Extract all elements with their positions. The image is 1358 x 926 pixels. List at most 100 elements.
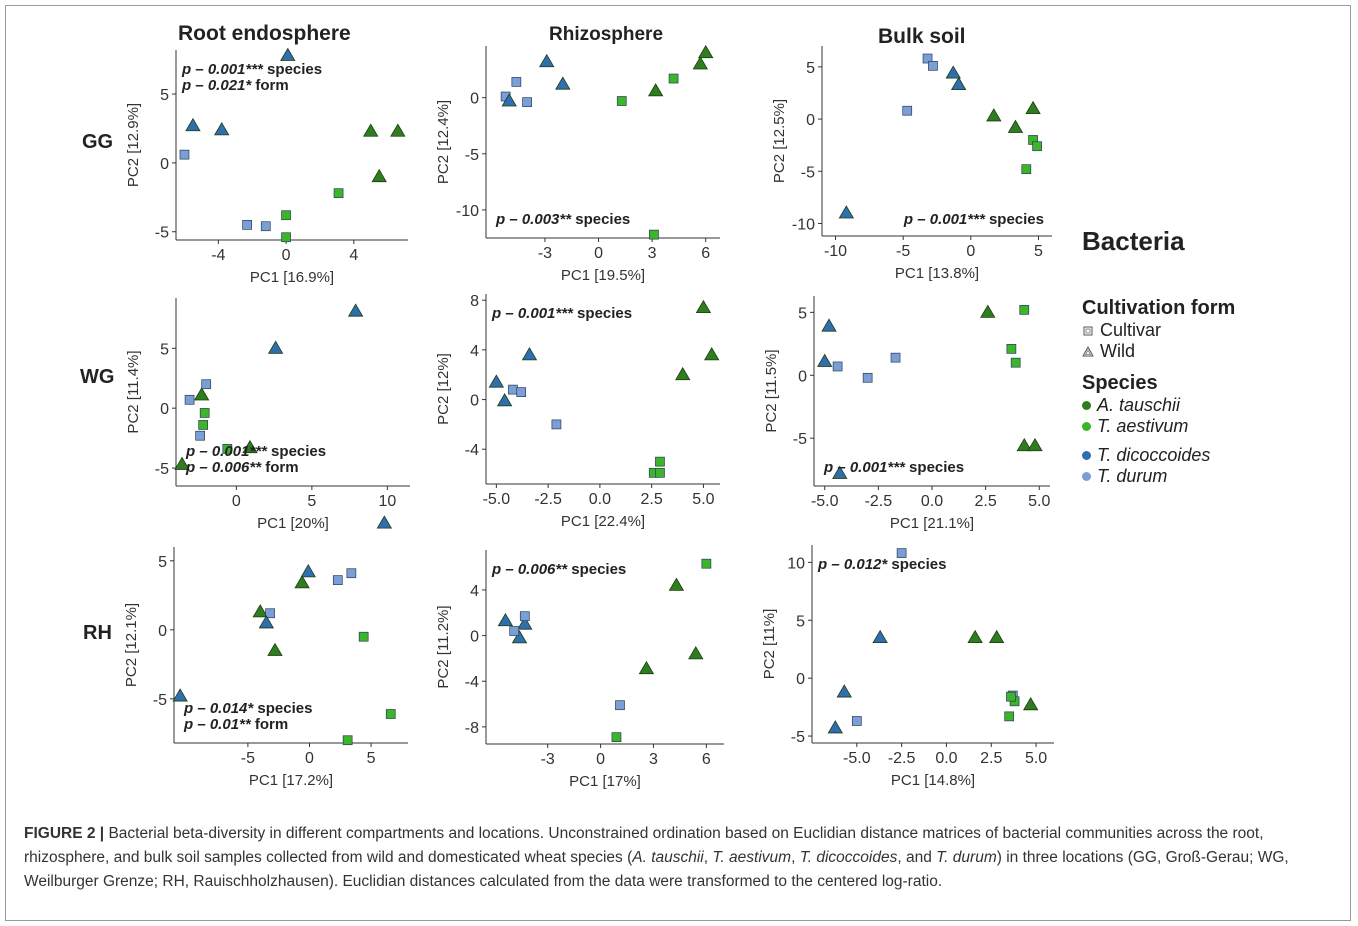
x-tick-label: 0 bbox=[594, 245, 603, 262]
significance-annotation: p – 0.006** form bbox=[185, 459, 299, 476]
y-axis-label: PC2 [12.1%] bbox=[123, 603, 140, 687]
x-tick-label: 2.5 bbox=[980, 750, 1002, 767]
data-point-square bbox=[199, 408, 210, 418]
figure-caption: FIGURE 2 | Bacterial beta-diversity in d… bbox=[24, 822, 1334, 894]
data-point-square bbox=[281, 232, 291, 243]
column-title-bulk-soil: Bulk soil bbox=[878, 25, 966, 48]
y-tick-label: 0 bbox=[160, 401, 169, 418]
data-point-triangle bbox=[695, 299, 712, 314]
data-point-triangle bbox=[555, 76, 571, 90]
data-point-triangle bbox=[539, 53, 555, 68]
data-point-triangle bbox=[376, 515, 393, 529]
y-tick-label: -5 bbox=[155, 461, 169, 478]
y-tick-label: 5 bbox=[160, 341, 169, 358]
x-axis-label: PC1 [14.8%] bbox=[891, 772, 975, 789]
y-tick-label: -5 bbox=[155, 225, 169, 242]
x-tick-label: 0 bbox=[966, 243, 975, 260]
legend-item-t-aestivum: T. aestivum bbox=[1082, 416, 1352, 437]
x-tick-label: 0 bbox=[282, 247, 291, 264]
significance-annotation: p – 0.01** form bbox=[183, 716, 288, 733]
p-value: p – 0.006** bbox=[491, 561, 568, 578]
x-tick-label: 0 bbox=[232, 493, 241, 510]
data-point-triangle bbox=[496, 393, 513, 407]
data-point-triangle bbox=[688, 646, 704, 660]
y-tick-label: -4 bbox=[465, 674, 479, 691]
x-axis-label: PC1 [16.9%] bbox=[250, 269, 334, 286]
triangle-icon bbox=[1082, 345, 1094, 356]
significance-annotation: p – 0.014* species bbox=[183, 700, 312, 717]
data-point-square bbox=[1006, 343, 1017, 354]
data-point-square bbox=[1032, 141, 1042, 152]
data-point-triangle bbox=[1027, 437, 1043, 452]
y-axis-label: PC2 [11.2%] bbox=[435, 605, 452, 688]
data-point-triangle bbox=[950, 76, 967, 91]
significance-annotation: p – 0.001*** species bbox=[181, 61, 322, 78]
legend-title: Bacteria bbox=[1082, 226, 1185, 256]
x-tick-label: 5 bbox=[367, 750, 376, 767]
y-tick-label: 0 bbox=[470, 629, 479, 646]
data-point-square bbox=[333, 188, 344, 199]
p-value-label: form bbox=[251, 77, 289, 94]
data-point-square bbox=[198, 420, 209, 430]
data-point-square bbox=[922, 53, 933, 64]
y-tick-label: -5 bbox=[801, 164, 815, 181]
data-point-triangle bbox=[988, 629, 1005, 644]
significance-annotation: p – 0.003** species bbox=[495, 211, 630, 228]
data-point-square bbox=[346, 568, 357, 579]
y-axis-label: PC2 [12.5%] bbox=[771, 99, 788, 183]
caption-species-name: T. aestivum bbox=[712, 849, 792, 866]
x-axis-label: PC1 [13.8%] bbox=[895, 265, 979, 282]
y-tick-label: 0 bbox=[796, 671, 805, 688]
y-tick-label: 5 bbox=[806, 60, 815, 77]
data-point-square bbox=[655, 456, 665, 467]
legend-wild-label: Wild bbox=[1100, 341, 1135, 361]
scatter-panel: -4 0 4 -5 0 5 PC1 [16.9%] PC2 [12.9%] p – 0.001*… bbox=[125, 47, 408, 286]
data-point-square bbox=[862, 372, 873, 383]
y-tick-label: 5 bbox=[158, 554, 167, 571]
x-tick-label: -5 bbox=[241, 750, 255, 767]
data-point-square bbox=[1010, 357, 1021, 368]
figure-label: FIGURE 2 | bbox=[24, 825, 105, 842]
x-tick-label: 2.5 bbox=[975, 493, 997, 510]
data-point-square bbox=[522, 97, 532, 107]
data-point-square bbox=[508, 384, 518, 395]
y-axis-label: PC2 [12%] bbox=[435, 353, 452, 425]
data-point-triangle bbox=[817, 353, 833, 367]
legend-item-cultivar: Cultivar bbox=[1082, 320, 1352, 341]
scatter-panel: -5.0 -2.5 0.0 2.5 5.0 -5 0 5 10 PC1 [14.8%] PC2 [1… bbox=[761, 545, 1054, 789]
x-axis-label: PC1 [17%] bbox=[569, 773, 641, 790]
legend-t-durum-label: T. durum bbox=[1097, 466, 1168, 486]
x-tick-label: 0 bbox=[596, 751, 605, 768]
legend-item-a-tauschii: A. tauschii bbox=[1082, 395, 1352, 416]
legend-a-tauschii-label: A. tauschii bbox=[1097, 395, 1181, 415]
caption-segment: Bacterial beta-diversity in different co… bbox=[24, 825, 1264, 866]
y-tick-label: 0 bbox=[798, 368, 807, 385]
legend-species-title: Species bbox=[1082, 372, 1158, 394]
column-title-rhizosphere: Rhizosphere bbox=[549, 24, 664, 45]
legend-t-dicoccoides-label: T. dicoccoides bbox=[1097, 445, 1211, 465]
data-point-triangle bbox=[252, 604, 268, 618]
data-point-square bbox=[611, 732, 622, 743]
data-point-square bbox=[281, 210, 291, 221]
significance-annotation: p – 0.001*** species bbox=[185, 443, 326, 460]
p-value: p – 0.001*** bbox=[181, 61, 264, 78]
data-point-triangle bbox=[501, 93, 517, 107]
data-point-square bbox=[668, 73, 679, 84]
y-tick-label: -5 bbox=[793, 431, 807, 448]
data-point-triangle bbox=[1016, 437, 1032, 452]
y-tick-label: 0 bbox=[806, 112, 815, 129]
caption-species-name: T. durum bbox=[936, 849, 997, 866]
data-point-triangle bbox=[347, 303, 364, 317]
legend-form-title: Cultivation form bbox=[1082, 297, 1236, 319]
x-axis-label: PC1 [17.2%] bbox=[249, 772, 333, 789]
y-tick-label: 4 bbox=[470, 343, 479, 360]
p-value-label: species bbox=[887, 556, 946, 573]
data-point-square bbox=[890, 352, 901, 363]
y-tick-label: 0 bbox=[158, 623, 167, 640]
data-point-triangle bbox=[827, 720, 844, 734]
dot-icon bbox=[1082, 401, 1091, 410]
data-point-square bbox=[1019, 304, 1030, 315]
data-point-square bbox=[519, 611, 530, 622]
scatter-panel: 0 5 10 -5 0 5 PC1 [20%] PC2 [11.4%] p – 0.001***… bbox=[125, 298, 410, 532]
